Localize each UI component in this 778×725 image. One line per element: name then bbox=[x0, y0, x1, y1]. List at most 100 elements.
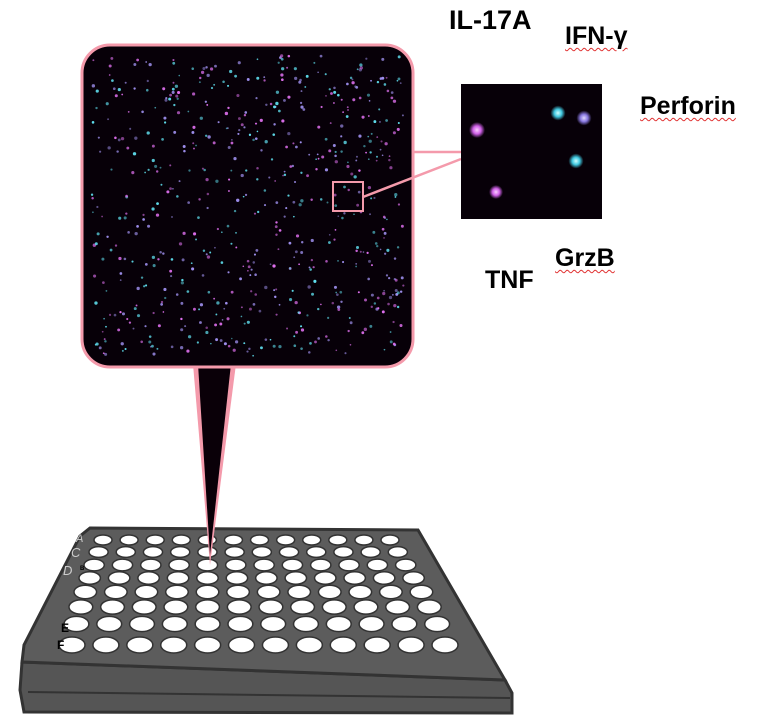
well[interactable] bbox=[194, 615, 221, 633]
well[interactable] bbox=[166, 570, 190, 586]
well[interactable] bbox=[329, 636, 358, 654]
well[interactable] bbox=[164, 584, 189, 600]
droplet-dot bbox=[252, 354, 255, 357]
droplet-dot bbox=[188, 169, 191, 172]
well[interactable] bbox=[58, 636, 86, 654]
well[interactable] bbox=[402, 570, 426, 586]
well[interactable] bbox=[278, 545, 300, 559]
well[interactable] bbox=[196, 558, 219, 572]
well[interactable] bbox=[161, 615, 188, 633]
well[interactable] bbox=[193, 636, 222, 654]
well[interactable] bbox=[292, 615, 320, 633]
well[interactable] bbox=[227, 615, 254, 633]
well[interactable] bbox=[343, 570, 367, 586]
well[interactable] bbox=[78, 570, 102, 586]
well[interactable] bbox=[194, 599, 221, 615]
well[interactable] bbox=[416, 599, 442, 615]
well[interactable] bbox=[137, 570, 161, 586]
well[interactable] bbox=[226, 599, 252, 615]
well[interactable] bbox=[360, 545, 381, 559]
well[interactable] bbox=[305, 545, 327, 559]
well[interactable] bbox=[107, 570, 131, 586]
well[interactable] bbox=[159, 636, 188, 654]
well[interactable] bbox=[126, 636, 154, 654]
well[interactable] bbox=[223, 534, 244, 546]
well[interactable] bbox=[103, 584, 128, 600]
well[interactable] bbox=[142, 545, 164, 559]
well[interactable] bbox=[139, 558, 162, 572]
well[interactable] bbox=[301, 534, 322, 546]
well[interactable] bbox=[284, 570, 308, 586]
well[interactable] bbox=[131, 599, 157, 615]
well[interactable] bbox=[281, 558, 304, 572]
droplet-dot bbox=[237, 132, 240, 136]
well[interactable] bbox=[195, 584, 220, 600]
well[interactable] bbox=[325, 615, 352, 633]
well[interactable] bbox=[338, 558, 360, 572]
well[interactable] bbox=[115, 545, 137, 559]
well[interactable] bbox=[145, 534, 165, 546]
well[interactable] bbox=[256, 584, 281, 600]
well[interactable] bbox=[253, 558, 275, 572]
well[interactable] bbox=[163, 599, 189, 615]
well[interactable] bbox=[169, 545, 191, 559]
well[interactable] bbox=[354, 534, 374, 546]
well[interactable] bbox=[171, 534, 192, 546]
well[interactable] bbox=[353, 599, 379, 615]
well[interactable] bbox=[409, 584, 434, 600]
well[interactable] bbox=[333, 545, 354, 559]
well[interactable] bbox=[88, 545, 109, 559]
well[interactable] bbox=[261, 636, 290, 654]
well[interactable] bbox=[96, 615, 123, 633]
well[interactable] bbox=[363, 636, 391, 654]
well[interactable] bbox=[321, 599, 347, 615]
well[interactable] bbox=[225, 570, 249, 586]
well[interactable] bbox=[260, 615, 287, 633]
well[interactable] bbox=[258, 599, 284, 615]
well[interactable] bbox=[249, 534, 270, 546]
well[interactable] bbox=[111, 558, 134, 572]
well[interactable] bbox=[83, 558, 106, 572]
well[interactable] bbox=[128, 615, 156, 633]
droplet-dot bbox=[370, 264, 373, 267]
well[interactable] bbox=[317, 584, 342, 600]
well[interactable] bbox=[251, 545, 273, 559]
well[interactable] bbox=[423, 615, 451, 633]
well[interactable] bbox=[73, 584, 98, 600]
well[interactable] bbox=[224, 558, 247, 572]
well[interactable] bbox=[119, 534, 139, 546]
well[interactable] bbox=[295, 636, 324, 654]
well[interactable] bbox=[196, 570, 219, 586]
well[interactable] bbox=[391, 615, 418, 633]
well[interactable] bbox=[358, 615, 385, 633]
well[interactable] bbox=[227, 636, 256, 654]
well[interactable] bbox=[431, 636, 459, 654]
well[interactable] bbox=[313, 570, 337, 586]
well[interactable] bbox=[224, 545, 245, 559]
well[interactable] bbox=[287, 584, 312, 600]
well[interactable] bbox=[378, 584, 403, 600]
well[interactable] bbox=[275, 534, 296, 546]
droplet-dot bbox=[385, 119, 388, 122]
well[interactable] bbox=[68, 599, 94, 615]
well[interactable] bbox=[387, 545, 409, 559]
well[interactable] bbox=[309, 558, 332, 572]
well[interactable] bbox=[385, 599, 411, 615]
well[interactable] bbox=[92, 636, 120, 654]
well[interactable] bbox=[168, 558, 191, 572]
well[interactable] bbox=[197, 545, 218, 559]
well[interactable] bbox=[348, 584, 373, 600]
well[interactable] bbox=[380, 534, 400, 546]
well[interactable] bbox=[99, 599, 126, 615]
well[interactable] bbox=[289, 599, 316, 615]
well[interactable] bbox=[394, 558, 417, 572]
well[interactable] bbox=[397, 636, 425, 654]
well[interactable] bbox=[63, 615, 90, 633]
well[interactable] bbox=[226, 584, 251, 600]
well[interactable] bbox=[254, 570, 278, 586]
well[interactable] bbox=[328, 534, 348, 546]
well[interactable] bbox=[366, 558, 389, 572]
well[interactable] bbox=[372, 570, 396, 586]
well[interactable] bbox=[134, 584, 159, 600]
well[interactable] bbox=[93, 534, 113, 546]
